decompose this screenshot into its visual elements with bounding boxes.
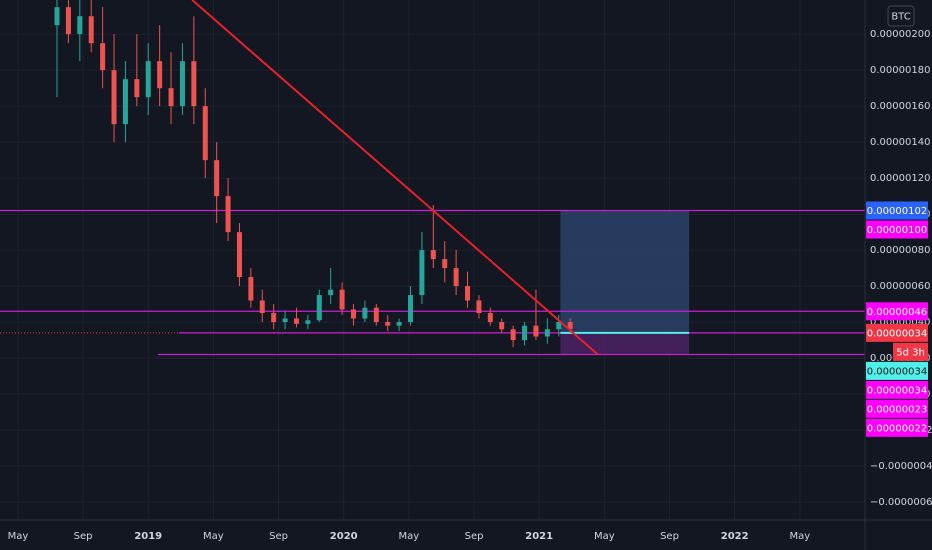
x-tick-label: 2021 (525, 531, 553, 542)
candle-body (316, 295, 322, 321)
price-label: 0.00000034 (867, 385, 927, 396)
candle-body (88, 16, 94, 44)
price-label: 0.00000046 (867, 307, 927, 318)
price-labels: 0.00000102 0.00000100 0.00000046 0.00000034… (866, 201, 928, 437)
candle-body (305, 320, 311, 324)
candle-body (271, 313, 277, 323)
price-label: 0.00000102 (867, 206, 927, 217)
price-label-box (866, 380, 928, 399)
x-tick-label: May (594, 531, 615, 542)
price-label: 0.00000034 (867, 328, 927, 339)
candle-body (430, 250, 436, 260)
price-label: 0.00000034 (867, 366, 927, 377)
candle-body (556, 322, 562, 330)
candle-body (122, 79, 128, 125)
candle-body (385, 322, 391, 326)
candle-body (145, 61, 151, 98)
candle-body (442, 259, 448, 269)
price-label-box (866, 220, 928, 239)
candle-body (134, 79, 140, 98)
candle-body (248, 277, 254, 301)
countdown-box (893, 342, 928, 361)
candle-body (465, 286, 471, 301)
candle-body (100, 43, 106, 71)
candle-body (202, 106, 208, 161)
candle-body (77, 16, 83, 35)
profit-zone (560, 210, 690, 333)
x-tick-label: 2019 (134, 531, 162, 542)
countdown: 5d 3h (896, 347, 925, 358)
x-tick-label: May (8, 531, 29, 542)
y-tick-label: 0.00000040 (870, 317, 930, 328)
price-label: 0.00000022 (867, 423, 927, 434)
y-tick-label: 0.00000080 (870, 245, 930, 256)
candle-body (168, 88, 174, 107)
candle-body (476, 300, 482, 314)
candle-body (499, 322, 505, 330)
x-tick-label: May (203, 531, 224, 542)
candle-body (191, 61, 197, 107)
candle-body (225, 196, 231, 233)
x-tick-label: 2020 (330, 531, 358, 542)
y-tick-label: 0.00000200 (870, 29, 930, 40)
trendline (191, 0, 599, 356)
price-label-box (866, 302, 928, 321)
candle-body (54, 7, 60, 26)
x-tick-label: Sep (269, 531, 288, 542)
candle-body (533, 325, 539, 337)
candle-body (567, 322, 573, 330)
y-tick-label: −0.00000040 (870, 461, 932, 472)
candle-body (328, 289, 334, 296)
candle-body (65, 7, 71, 35)
candle-body (362, 307, 368, 319)
y-tick-label: 0.00000140 (870, 137, 930, 148)
candle-body (214, 160, 220, 197)
x-tick-label: 2022 (721, 531, 749, 542)
y-tick-label: 0.00000160 (870, 101, 930, 112)
price-label: 0.00000023 (867, 404, 927, 415)
candle-body (544, 329, 550, 337)
candle-body (419, 250, 425, 296)
x-tick-label: May (399, 531, 420, 542)
loss-zone (560, 332, 690, 355)
x-tick-label: Sep (74, 531, 93, 542)
candle-body (179, 61, 185, 107)
candle-body (522, 325, 528, 341)
candle-body (487, 313, 493, 323)
y-tick-label: 0.00000060 (870, 281, 930, 292)
candle-body (350, 309, 356, 319)
candle-body (111, 70, 117, 125)
y-tick-label: 0.00000180 (870, 65, 930, 76)
candle-body (259, 300, 265, 314)
candle-body (282, 318, 288, 323)
candle-body (408, 295, 414, 323)
price-label-box (866, 418, 928, 437)
plot (0, 0, 865, 356)
x-tick-label: May (789, 531, 810, 542)
x-tick-label: Sep (465, 531, 484, 542)
price-label-box (866, 201, 928, 220)
candle-body (510, 329, 516, 341)
currency-box (887, 5, 915, 27)
x-tick-label: Sep (660, 531, 679, 542)
candle-body (157, 61, 163, 89)
candle-body (396, 322, 402, 326)
price-label-box (866, 399, 928, 418)
currency-label: BTC (891, 12, 910, 23)
candle-body (339, 289, 345, 310)
y-tick-label: −0.00000060 (870, 497, 932, 508)
price-label-box (866, 361, 928, 380)
candle-body (236, 232, 242, 278)
candle-body (373, 307, 379, 323)
price-label: 0.00000100 (867, 225, 927, 236)
y-tick-label: 0.00000120 (870, 173, 930, 184)
price-label-box (866, 323, 928, 342)
candle-body (453, 268, 459, 287)
candle-body (293, 318, 299, 324)
